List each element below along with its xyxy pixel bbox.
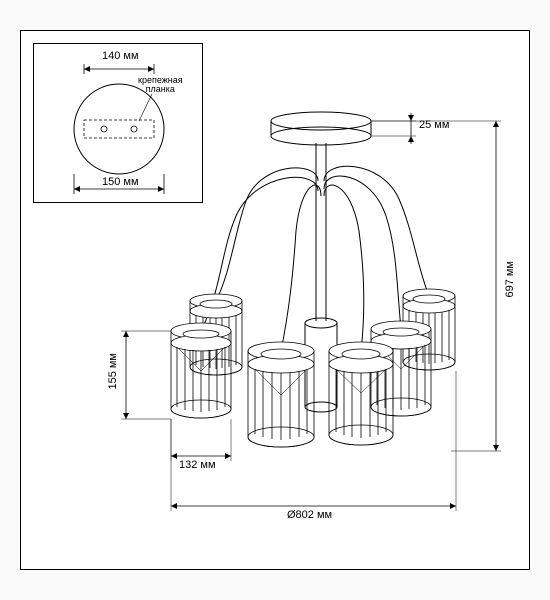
dim-697: 697 мм bbox=[504, 261, 516, 298]
diagram-frame: 140 мм крепежнаяпланка 150 мм bbox=[20, 30, 530, 570]
dim-25: 25 мм bbox=[419, 119, 449, 131]
dim-132: 132 мм bbox=[179, 459, 216, 471]
dim-155: 155 мм bbox=[107, 353, 119, 390]
main-svg bbox=[21, 31, 531, 571]
dim-802: Ø802 мм bbox=[287, 509, 332, 521]
